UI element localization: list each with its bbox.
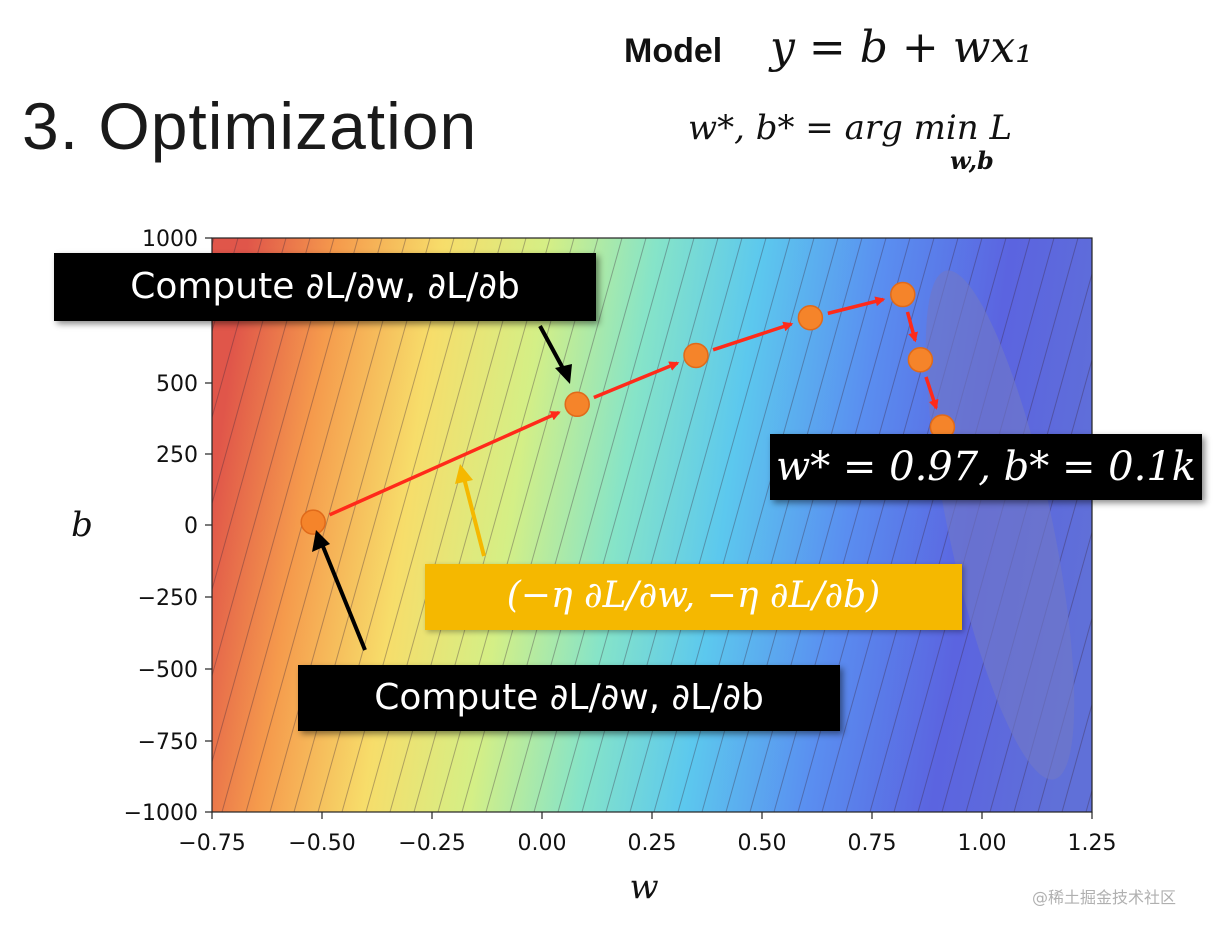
path-step-arrow: [593, 361, 680, 400]
y-axis-label: b: [71, 505, 93, 545]
arrow-to-point-0: [320, 543, 367, 651]
contour-line: [212, 238, 335, 678]
x-axis-label: w: [629, 867, 658, 907]
contour-line: [1134, 238, 1218, 812]
contour-line: [245, 238, 407, 812]
arrow-head-to-step: [455, 464, 473, 484]
slide-title: 3. Optimization: [22, 89, 478, 163]
x-tick-label: 0.50: [738, 831, 787, 856]
gradient-descent-points: [300, 281, 956, 535]
y-tick-label: 500: [156, 372, 198, 397]
contour-line: [1110, 238, 1218, 812]
contour-line: [30, 238, 190, 812]
path-point: [890, 281, 916, 308]
arrow-head-to-point-0: [312, 530, 330, 552]
contour-line: [212, 238, 263, 420]
path-point: [300, 509, 326, 535]
x-tick-label: 0.75: [848, 831, 897, 856]
contour-line: [1085, 788, 1092, 812]
x-tick-label: 1.25: [1068, 831, 1117, 856]
y-axis-ticks: 1000 500 250 0 −250 −500 −750 −1000: [124, 227, 212, 826]
contour-line: [1158, 238, 1218, 812]
x-tick-label: 0.25: [628, 831, 677, 856]
y-tick-label: 0: [184, 514, 198, 539]
contour-line: [212, 238, 287, 506]
path-point: [907, 347, 934, 373]
arrow-to-step: [462, 477, 486, 557]
contour-line: [212, 238, 359, 764]
x-tick-label: −0.25: [398, 831, 465, 856]
contour-line: [212, 238, 311, 592]
gradient-descent-path: [328, 296, 939, 517]
compute-gradient-callout-top: Compute ∂L/∂w, ∂L/∂b: [54, 253, 596, 321]
model-label: Model: [624, 32, 723, 70]
x-tick-label: −0.75: [178, 831, 245, 856]
contour-line: [1206, 238, 1218, 812]
path-step-arrow: [827, 296, 886, 316]
loss-minimum-basin: [925, 270, 1075, 780]
x-tick-label: 1.00: [958, 831, 1007, 856]
y-tick-label: 1000: [142, 227, 198, 252]
optimum-equation: w*, b* = arg min L: [688, 108, 1013, 148]
x-axis-ticks: −0.75 −0.50 −0.25 0.00 0.25 0.50 0.75 1.00 1.25: [178, 812, 1116, 856]
compute-gradient-callout-bottom: Compute ∂L/∂w, ∂L/∂b: [298, 665, 840, 731]
path-step-arrow: [924, 376, 939, 410]
y-tick-label: −750: [138, 730, 198, 755]
path-step-arrow: [712, 321, 794, 352]
y-tick-label: −500: [138, 658, 198, 683]
model-equation: y = b + wx₁: [770, 22, 1033, 73]
x-tick-label: −0.50: [288, 831, 355, 856]
optimum-subscript: w,b: [950, 146, 994, 175]
y-tick-label: −250: [138, 586, 198, 611]
y-tick-label: −1000: [124, 801, 198, 826]
contour-line: [269, 238, 431, 812]
x-tick-label: 0.00: [518, 831, 567, 856]
contour-line: [1061, 702, 1092, 812]
path-point: [797, 305, 824, 331]
annotation-arrows: [312, 325, 572, 651]
path-step-arrow: [905, 311, 918, 343]
path-point: [683, 342, 709, 369]
watermark: @稀土掘金技术社区: [1032, 888, 1177, 907]
y-tick-label: 250: [156, 443, 198, 468]
path-step-arrow: [328, 410, 561, 517]
arrow-to-point-1: [538, 325, 568, 375]
optimum-result-callout: w* = 0.97, b* = 0.1k: [770, 434, 1202, 500]
update-step-callout: (−η ∂L/∂w, −η ∂L/∂b): [425, 564, 962, 630]
path-point: [564, 391, 590, 418]
contour-line: [1182, 238, 1218, 812]
arrow-head-to-point-1: [555, 364, 572, 384]
